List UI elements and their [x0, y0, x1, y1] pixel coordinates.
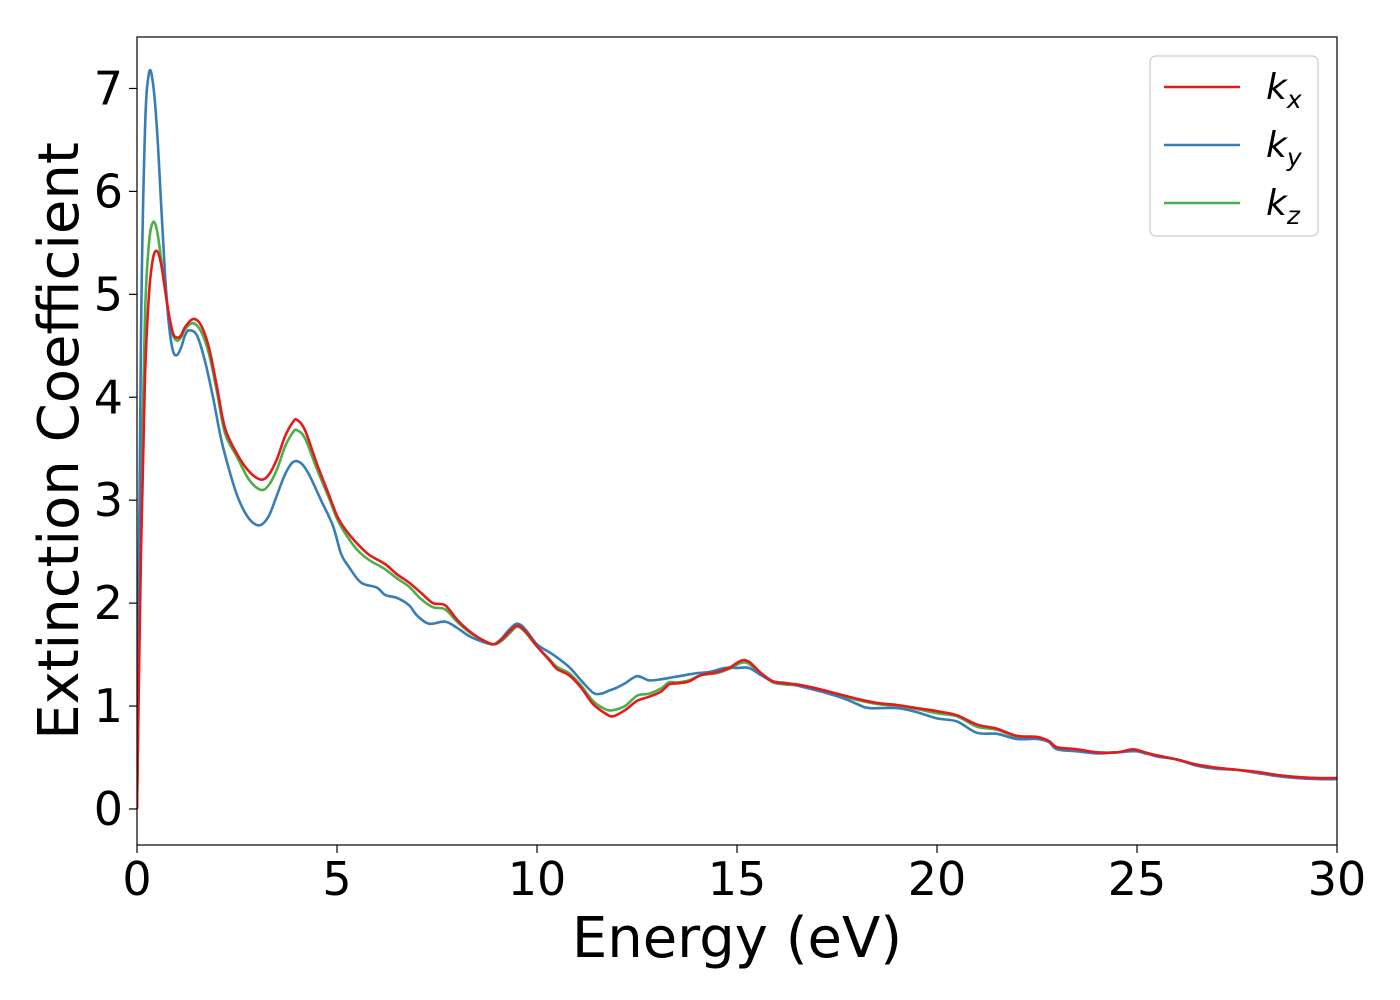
- y-tick-label: 1: [94, 679, 123, 733]
- x-tick-label: 30: [1308, 852, 1367, 906]
- x-tick-label: 20: [908, 852, 967, 906]
- x-tick-label: 15: [708, 852, 767, 906]
- y-tick-label: 4: [94, 370, 123, 424]
- series-layer: [137, 68, 1337, 809]
- legend: kx ky kz: [1149, 55, 1319, 237]
- y-tick-label: 7: [94, 61, 123, 115]
- y-tick-label: 3: [94, 473, 123, 527]
- y-axis-label: Extinction Coefficient: [27, 142, 92, 740]
- x-tick-label: 0: [122, 852, 151, 906]
- y-tick-label: 5: [94, 267, 123, 321]
- x-tick-label: 10: [508, 852, 567, 906]
- series-line-z: [137, 220, 1337, 809]
- x-tick-label: 5: [322, 852, 351, 906]
- y-tick-label: 6: [94, 164, 123, 218]
- legend-label-x: kx: [1266, 67, 1302, 114]
- y-axis-ticks: 0 1 2 3 4 5 6 7: [94, 61, 137, 836]
- x-axis-label: Energy (eV): [572, 906, 902, 971]
- series-line-x: [137, 249, 1337, 809]
- x-axis-ticks: 0 5 10 15 20 25 30: [122, 845, 1366, 906]
- legend-label-y: ky: [1266, 125, 1303, 172]
- y-tick-label: 2: [94, 576, 123, 630]
- legend-label-z: kz: [1266, 183, 1301, 230]
- x-tick-label: 25: [1108, 852, 1167, 906]
- y-tick-label: 0: [94, 782, 123, 836]
